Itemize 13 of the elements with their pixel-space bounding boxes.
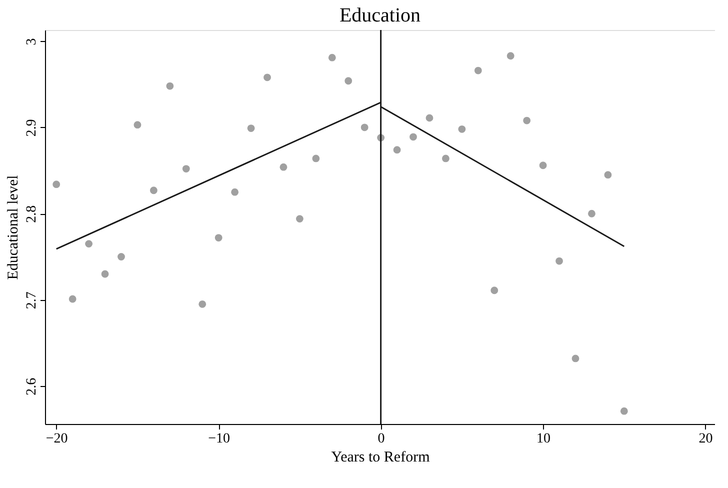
chart-title: Education (339, 4, 421, 26)
x-axis-title: Years to Reform (331, 450, 430, 466)
x-tick-label: 10 (536, 432, 551, 446)
y-tick-label: 2.9 (24, 119, 40, 137)
y-tick-label: 2.8 (24, 205, 40, 223)
x-tick-label: −20 (46, 432, 68, 446)
x-tick-label: 20 (698, 432, 713, 446)
y-tick-label: 2.6 (24, 378, 40, 396)
y-tick-label: 3 (24, 38, 40, 46)
y-tick-label: 2.7 (24, 292, 40, 310)
x-tick-label: −10 (208, 432, 230, 446)
y-axis-title: Educational level (6, 175, 22, 280)
x-tick-label: 0 (378, 432, 385, 446)
